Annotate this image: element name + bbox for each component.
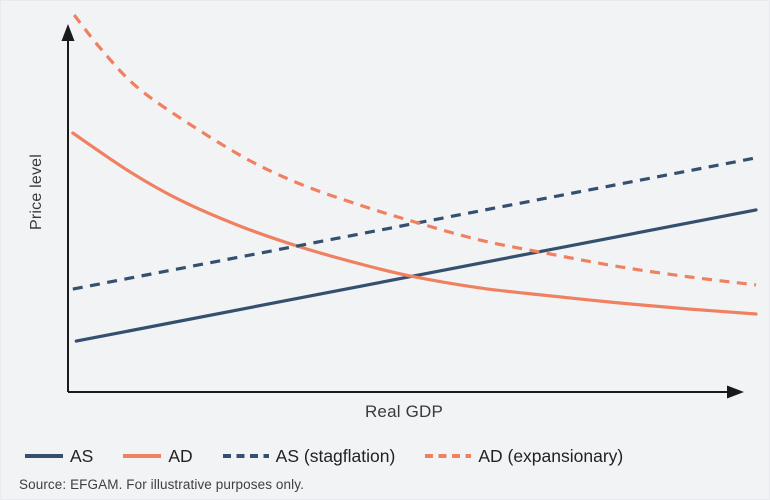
legend-label: AD (expansionary): [478, 445, 624, 466]
legend-item-as: AS: [25, 446, 93, 467]
legend-item-ad: AD: [123, 445, 193, 467]
legend-label: AS: [70, 445, 94, 466]
legend-swatch-dashed-as-stag: [222, 454, 269, 458]
legend: AS AD AS (stagflation) AD (expansionary): [25, 444, 623, 468]
ad-expansionary-curve: [72, 14, 757, 287]
as-stagflation-curve: [72, 156, 757, 291]
curves: [71, 14, 758, 343]
source-note: Source: EFGAM. For illustrative purposes…: [19, 477, 304, 492]
x-axis-arrow-icon: [727, 385, 744, 399]
legend-swatch-solid-ad: [123, 454, 162, 458]
y-axis-label: Price level: [28, 153, 45, 231]
legend-item-ad-exp: AD (expansionary): [425, 446, 623, 467]
ad-curve: [71, 131, 758, 316]
legend-swatch-solid-as: [25, 454, 63, 458]
legend-label: AS (stagflation): [275, 445, 396, 466]
legend-item-as-stag: AS (stagflation): [222, 445, 396, 467]
legend-swatch-dashed-ad-exp: [425, 454, 472, 458]
y-axis-arrow-icon: [61, 24, 75, 41]
axes: [61, 24, 744, 399]
legend-label: AD: [168, 445, 193, 466]
x-axis-label: Real GDP: [364, 402, 444, 421]
